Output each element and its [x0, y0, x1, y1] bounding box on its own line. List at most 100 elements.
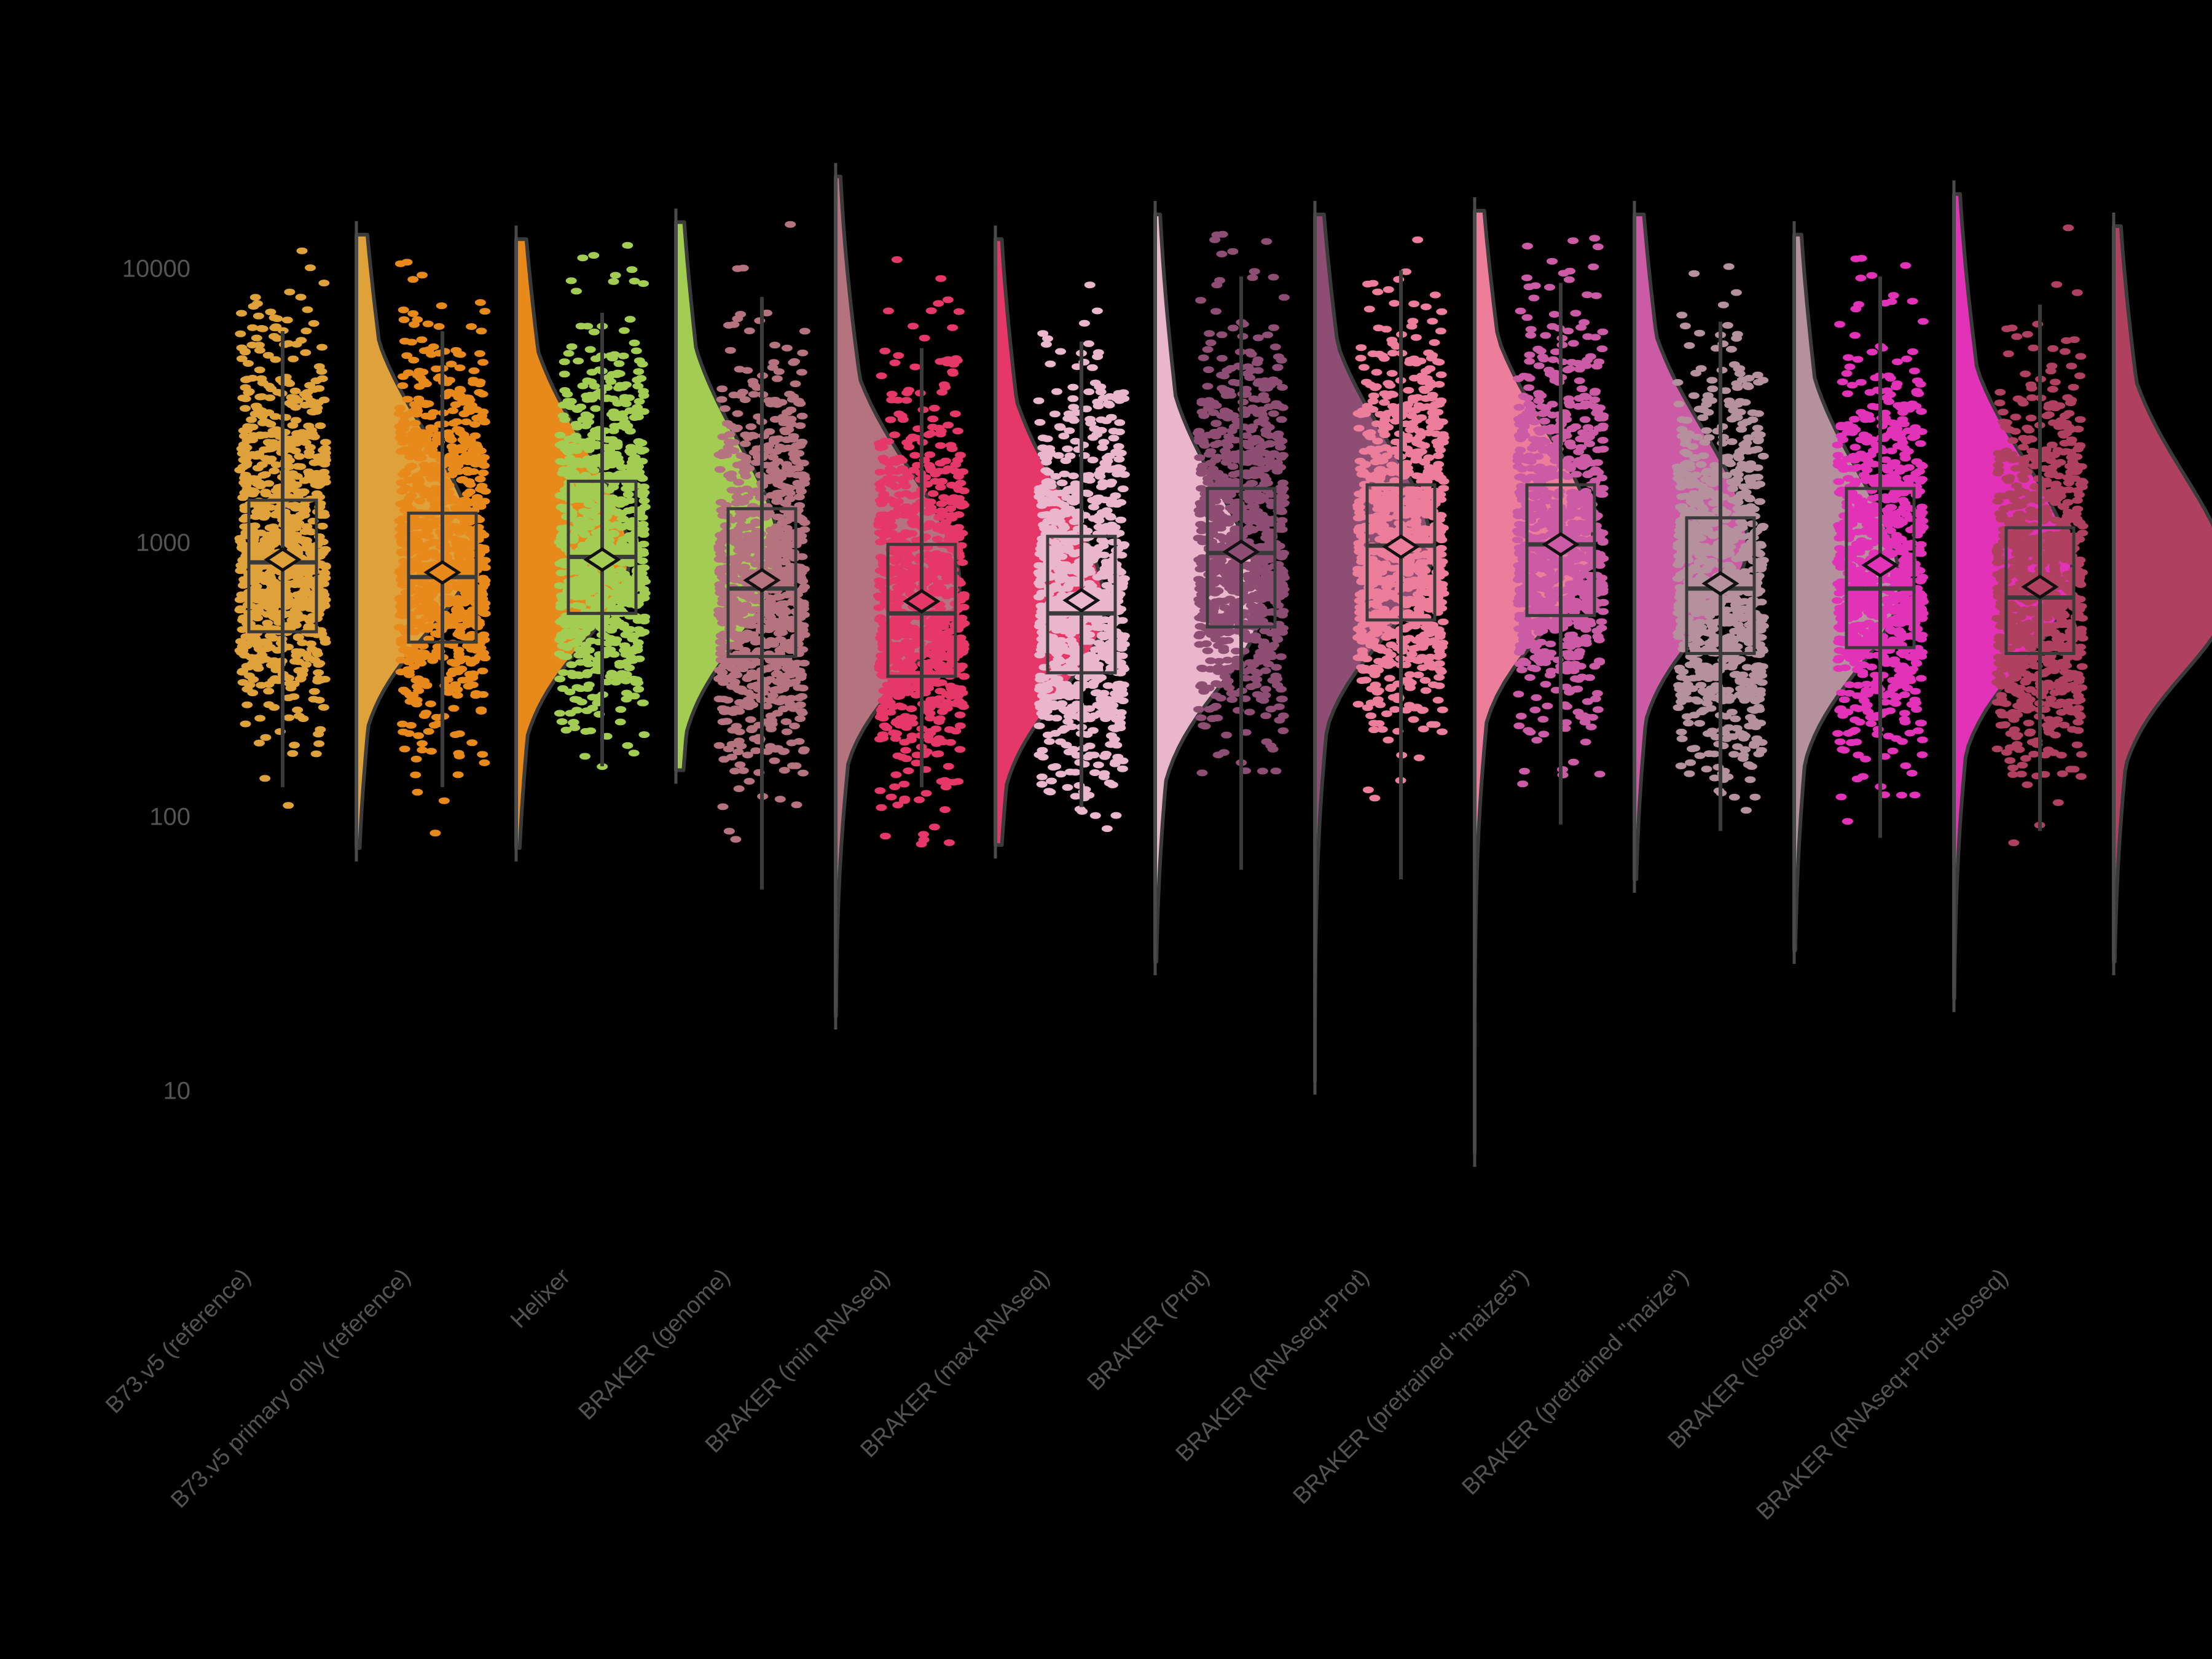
scatter-point	[717, 433, 729, 441]
scatter-point	[429, 830, 441, 837]
scatter-point	[320, 479, 331, 486]
scatter-point	[316, 368, 327, 375]
scatter-point	[729, 678, 740, 686]
scatter-point	[287, 422, 299, 429]
scatter-point	[265, 308, 276, 316]
scatter-point	[922, 577, 934, 584]
scatter-point	[717, 803, 729, 810]
scatter-point	[914, 796, 925, 804]
scatter-point	[421, 603, 433, 610]
scatter-point	[247, 423, 259, 431]
scatter-point	[886, 468, 898, 475]
scatter-point	[555, 618, 567, 626]
scatter-point	[313, 669, 324, 677]
x-tick-label: BRAKER (min RNAseq)	[700, 1264, 895, 1458]
scatter-point	[554, 710, 565, 717]
scatter-point	[615, 706, 627, 713]
scatter-point	[947, 591, 959, 598]
scatter-point	[422, 320, 434, 327]
scatter-point	[581, 396, 593, 403]
scatter-point	[797, 349, 809, 356]
scatter-point	[444, 599, 455, 606]
scatter-point	[624, 664, 635, 672]
scatter-point	[554, 560, 566, 567]
scatter-point	[558, 669, 570, 677]
scatter-point	[776, 675, 788, 682]
scatter-point	[630, 347, 642, 355]
scatter-point	[571, 406, 583, 413]
scatter-point	[240, 461, 252, 469]
scatter-point	[270, 461, 282, 468]
scatter-point	[402, 369, 414, 377]
scatter-point	[299, 401, 311, 409]
scatter-point	[407, 276, 419, 283]
scatter-point	[268, 429, 280, 436]
scatter-point	[289, 572, 301, 579]
scatter-point	[633, 398, 645, 405]
scatter-point	[616, 524, 627, 531]
scatter-point	[574, 621, 586, 629]
scatter-point	[927, 565, 939, 573]
scatter-point	[632, 382, 644, 390]
scatter-point	[575, 685, 586, 692]
scatter-point	[411, 473, 423, 480]
scatter-point	[1034, 418, 1046, 426]
scatter-point	[1045, 788, 1056, 796]
scatter-point	[878, 478, 890, 485]
scatter-point	[254, 715, 266, 722]
scatter-point	[255, 571, 267, 578]
scatter-point	[774, 443, 786, 450]
scatter-point	[404, 698, 416, 705]
scatter-point	[412, 788, 423, 796]
scatter-point	[958, 673, 970, 680]
scatter-point	[772, 495, 783, 503]
scatter-point	[254, 366, 265, 374]
scatter-point	[935, 702, 946, 709]
scatter-point	[732, 265, 743, 272]
scatter-point	[263, 688, 275, 695]
scatter-point	[477, 667, 488, 675]
scatter-point	[471, 406, 482, 414]
scatter-point	[453, 646, 465, 654]
scatter-point	[613, 549, 625, 556]
scatter-point	[474, 476, 486, 483]
scatter-point	[942, 296, 954, 304]
scatter-point	[767, 453, 779, 461]
scatter-point	[451, 667, 463, 674]
scatter-point	[877, 492, 889, 500]
scatter-point	[300, 349, 312, 356]
scatter-point	[726, 753, 738, 761]
scatter-point	[782, 409, 793, 416]
scatter-point	[903, 767, 914, 774]
scatter-point	[292, 634, 304, 641]
scatter-point	[876, 658, 887, 665]
scatter-point	[1100, 417, 1112, 425]
scatter-point	[886, 391, 898, 398]
scatter-point	[731, 424, 743, 431]
scatter-point	[796, 438, 808, 445]
scatter-point	[898, 780, 910, 788]
scatter-point	[448, 705, 460, 712]
scatter-point	[312, 650, 323, 657]
scatter-point	[255, 482, 266, 490]
scatter-point	[770, 661, 782, 668]
scatter-point	[1078, 320, 1090, 327]
scatter-point	[794, 715, 806, 723]
scatter-point	[560, 726, 572, 734]
scatter-point	[618, 588, 629, 595]
scatter-point	[621, 659, 633, 666]
scatter-point	[423, 540, 435, 547]
scatter-point	[590, 503, 602, 510]
scatter-point	[465, 551, 477, 559]
scatter-point	[734, 567, 745, 575]
scatter-point	[249, 635, 261, 642]
scatter-point	[629, 453, 641, 461]
scatter-point	[571, 696, 583, 704]
scatter-point	[397, 613, 409, 620]
scatter-point	[318, 704, 329, 711]
scatter-point	[453, 599, 465, 606]
scatter-point	[764, 619, 775, 626]
scatter-point	[766, 544, 778, 552]
scatter-point	[452, 559, 463, 566]
